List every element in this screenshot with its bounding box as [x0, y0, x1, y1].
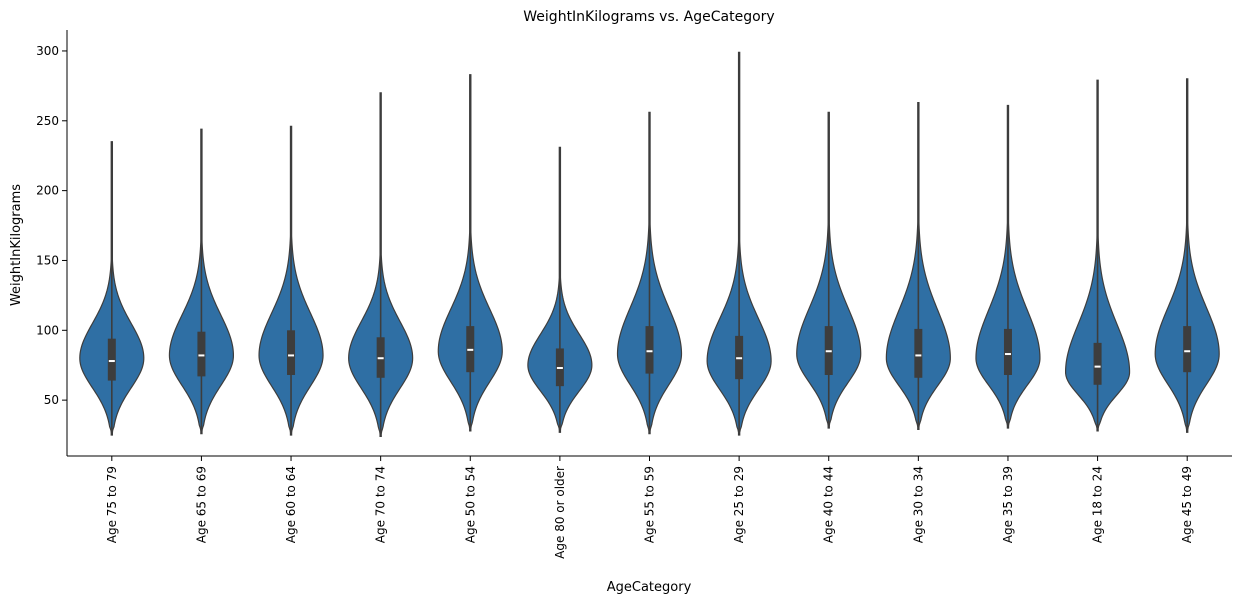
y-tick-label: 300 — [36, 44, 59, 58]
violin-group — [79, 141, 145, 436]
y-tick-label: 150 — [36, 253, 59, 267]
violin-group — [616, 111, 683, 435]
violin-group — [796, 111, 862, 429]
violin-iqr-box — [1183, 326, 1192, 373]
violin-iqr-box — [1003, 328, 1012, 375]
violin-median — [736, 357, 743, 360]
violin-group — [527, 146, 593, 433]
violin-median — [825, 350, 832, 353]
violin-median — [198, 354, 205, 357]
plot-area — [79, 51, 1220, 438]
violin-median — [377, 357, 384, 360]
y-tick-label: 200 — [36, 184, 59, 198]
chart-title: WeightInKilograms vs. AgeCategory — [523, 9, 774, 25]
violin-group — [975, 104, 1041, 429]
x-tick-label: Age 65 to 69 — [194, 466, 208, 543]
violin-group — [258, 125, 324, 436]
violin-median — [108, 360, 115, 363]
violin-group — [885, 102, 951, 431]
violin-group — [437, 74, 503, 432]
x-tick-label: Age 18 to 24 — [1091, 466, 1105, 543]
violin-iqr-box — [914, 328, 923, 378]
x-tick-label: Age 45 to 49 — [1180, 466, 1194, 543]
violin-group — [1064, 79, 1131, 432]
violin-group — [348, 92, 414, 438]
x-tick-label: Age 50 to 54 — [463, 466, 477, 543]
violin-median — [1094, 365, 1101, 368]
violin-median — [1004, 353, 1011, 356]
violin-iqr-box — [645, 326, 654, 374]
x-tick-label: Age 30 to 34 — [911, 466, 925, 543]
x-tick-label: Age 60 to 64 — [284, 466, 298, 543]
violin-group — [706, 51, 772, 436]
violin-median — [646, 350, 653, 353]
x-tick-label: Age 55 to 59 — [643, 466, 657, 543]
y-tick-label: 250 — [36, 114, 59, 128]
y-tick-label: 100 — [36, 323, 59, 337]
violin-median — [1184, 350, 1191, 353]
x-tick-label: Age 80 or older — [553, 466, 567, 559]
x-tick-label: Age 75 to 79 — [105, 466, 119, 543]
x-tick-label: Age 25 to 29 — [732, 466, 746, 543]
violin-median — [915, 354, 922, 357]
y-axis-ticks: 50 100 150 200 250 300 — [36, 44, 67, 407]
violin-group — [1154, 78, 1220, 433]
x-tick-label: Age 40 to 44 — [822, 466, 836, 543]
x-axis-label: AgeCategory — [607, 580, 692, 595]
violin-iqr-box — [107, 338, 116, 381]
violin-group — [168, 128, 235, 435]
x-tick-label: Age 35 to 39 — [1001, 466, 1015, 543]
x-axis-ticks: Age 75 to 79 Age 65 to 69 Age 60 to 64 Age … — [105, 456, 1194, 559]
y-tick-label: 50 — [44, 393, 59, 407]
violin-median — [467, 348, 474, 351]
x-tick-label: Age 70 to 74 — [374, 466, 388, 543]
violin-iqr-box — [197, 331, 206, 377]
violin-iqr-box — [287, 330, 296, 375]
violin-median — [288, 354, 295, 357]
violin-iqr-box — [1093, 342, 1102, 385]
y-axis-label: WeightInKilograms — [9, 184, 24, 306]
violin-median — [556, 367, 563, 370]
